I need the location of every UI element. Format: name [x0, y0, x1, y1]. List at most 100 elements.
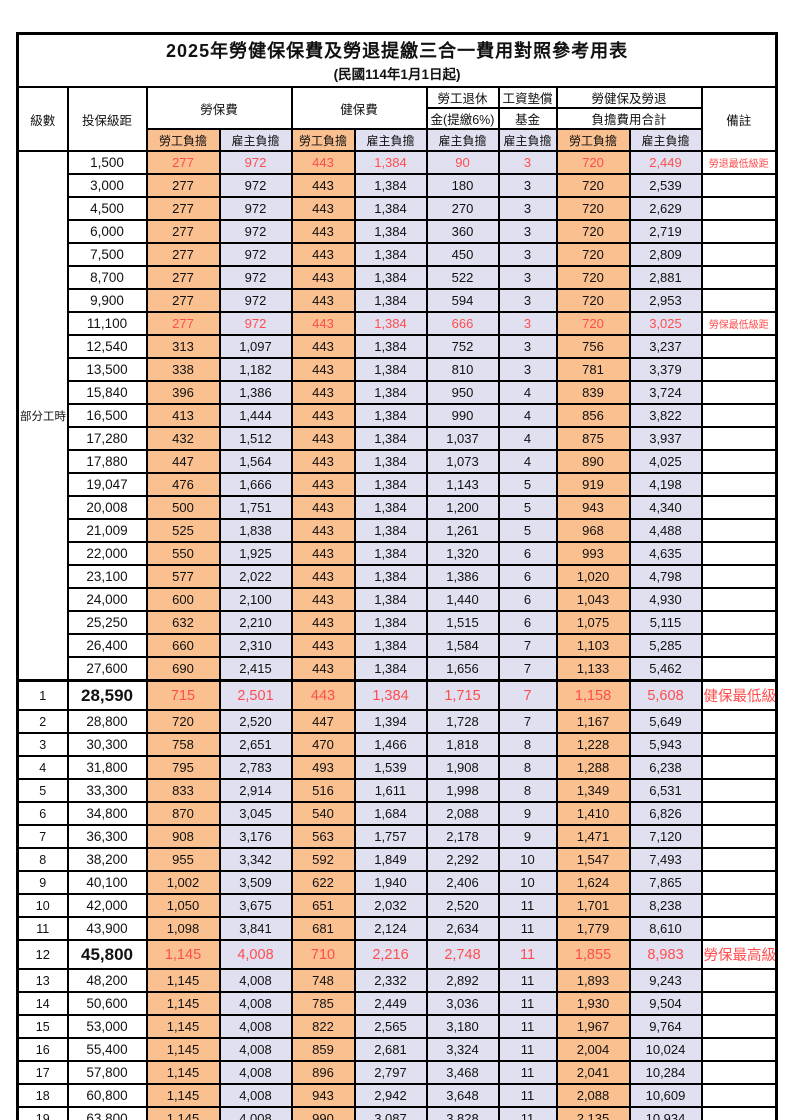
cell-labor-employee: 413 — [145, 403, 221, 428]
cell-health-employer: 2,681 — [353, 1037, 428, 1062]
cell-remark — [700, 1106, 778, 1120]
cell-pension-employer: 1,515 — [425, 610, 500, 635]
cell-remark — [700, 518, 778, 543]
cell-remark — [700, 610, 778, 635]
cell-labor-employee: 500 — [145, 495, 221, 520]
cell-remark — [700, 426, 778, 451]
cell-health-employee: 470 — [290, 732, 356, 757]
cell-total-employer: 5,608 — [628, 679, 703, 711]
cell-remark — [700, 968, 778, 993]
cell-total-employer: 2,953 — [628, 288, 703, 313]
cell-pension-employer: 3,468 — [425, 1060, 500, 1085]
cell-health-employer: 1,384 — [353, 495, 428, 520]
cell-salary-bracket: 42,000 — [66, 893, 148, 918]
table-row: 15 53,000 1,145 4,008 822 2,565 3,180 11 1,967 9,… — [16, 1014, 778, 1039]
cell-remark — [700, 334, 778, 359]
header-row-3: 勞工負擔 雇主負擔 勞工負擔 雇主負擔 雇主負擔 雇主負擔 勞工負擔 雇主負擔 — [18, 128, 777, 152]
cell-total-employer: 4,488 — [628, 518, 703, 543]
cell-wage-fund-employer: 11 — [497, 1060, 558, 1085]
cell-labor-employer: 3,045 — [218, 801, 293, 826]
cell-total-employee: 856 — [555, 403, 631, 428]
cell-health-employer: 1,384 — [353, 541, 428, 566]
cell-labor-employer: 4,008 — [218, 939, 293, 970]
table-row: 17,280 432 1,512 443 1,384 1,037 4 875 3,937 — [18, 426, 778, 451]
cell-total-employer: 2,539 — [628, 173, 703, 198]
cell-labor-employer: 1,751 — [218, 495, 293, 520]
cell-total-employer: 8,238 — [628, 893, 703, 918]
cell-health-employer: 1,384 — [353, 334, 428, 359]
cell-health-employee: 443 — [290, 311, 356, 336]
table-row: 18 60,800 1,145 4,008 943 2,942 3,648 11 2,088 10… — [16, 1083, 778, 1108]
cell-remark — [700, 656, 778, 682]
cell-health-employer: 1,394 — [353, 709, 428, 734]
cell-labor-employee: 1,145 — [145, 1037, 221, 1062]
cell-labor-employer: 1,666 — [218, 472, 293, 497]
cell-salary-bracket: 33,300 — [66, 778, 148, 803]
cell-health-employer: 1,384 — [353, 150, 428, 175]
cell-wage-fund-employer: 6 — [497, 610, 558, 635]
cell-health-employee: 896 — [290, 1060, 356, 1085]
cell-level: 1 — [16, 679, 69, 711]
subheader-labor-employer: 雇主負擔 — [218, 128, 293, 152]
cell-health-employee: 443 — [290, 196, 356, 221]
cell-pension-employer: 3,648 — [425, 1083, 500, 1108]
col-header-pension-line2: 金(提繳6%) — [425, 107, 500, 130]
cell-remark — [700, 1060, 778, 1085]
subheader-total-employee: 勞工負擔 — [555, 128, 631, 152]
cell-level: 11 — [16, 916, 69, 941]
cell-labor-employee: 600 — [145, 587, 221, 612]
table-row: 6 34,800 870 3,045 540 1,684 2,088 9 1,410 6,826 — [16, 801, 778, 826]
table-row: 4,500 277 972 443 1,384 270 3 720 2,629 — [18, 196, 778, 221]
cell-pension-employer: 1,998 — [425, 778, 500, 803]
cell-salary-bracket: 43,900 — [66, 916, 148, 941]
cell-salary-bracket: 38,200 — [66, 847, 148, 872]
table-row: 17,880 447 1,564 443 1,384 1,073 4 890 4,025 — [18, 449, 778, 474]
cell-remark: 勞保最高級距 — [700, 939, 778, 970]
cell-health-employer: 1,384 — [353, 449, 428, 474]
cell-total-employer: 7,120 — [628, 824, 703, 849]
cell-total-employer: 3,937 — [628, 426, 703, 451]
cell-pension-employer: 2,292 — [425, 847, 500, 872]
table-row: 13 48,200 1,145 4,008 748 2,332 2,892 11 1,893 9,… — [16, 968, 778, 993]
cell-labor-employer: 2,100 — [218, 587, 293, 612]
cell-labor-employee: 313 — [145, 334, 221, 359]
cell-health-employer: 1,384 — [353, 403, 428, 428]
cell-health-employer: 1,384 — [353, 518, 428, 543]
table-row: 23,100 577 2,022 443 1,384 1,386 6 1,020 4,798 — [18, 564, 778, 589]
cell-labor-employer: 4,008 — [218, 1060, 293, 1085]
cell-pension-employer: 2,520 — [425, 893, 500, 918]
cell-pension-employer: 1,656 — [425, 656, 500, 682]
cell-health-employer: 1,384 — [353, 173, 428, 198]
cell-remark — [700, 991, 778, 1016]
cell-total-employee: 1,167 — [555, 709, 631, 734]
table-row: 25,250 632 2,210 443 1,384 1,515 6 1,075 5,115 — [18, 610, 778, 635]
cell-labor-employer: 4,008 — [218, 1014, 293, 1039]
cell-salary-bracket: 36,300 — [66, 824, 148, 849]
cell-level: 4 — [16, 755, 69, 780]
subheader-health-employer: 雇主負擔 — [353, 128, 428, 152]
cell-health-employee: 443 — [290, 633, 356, 658]
fee-table-container: 2025年勞健保保費及勞退提繳三合一費用對照參考用表 (民國114年1月1日起)… — [16, 32, 779, 1120]
cell-salary-bracket: 13,500 — [66, 357, 148, 382]
cell-total-employee: 919 — [555, 472, 631, 497]
table-row: 16,500 413 1,444 443 1,384 990 4 856 3,822 — [18, 403, 778, 428]
cell-salary-bracket: 17,280 — [66, 426, 148, 451]
cell-health-employee: 681 — [290, 916, 356, 941]
cell-labor-employee: 1,098 — [145, 916, 221, 941]
subheader-health-employee: 勞工負擔 — [290, 128, 356, 152]
table-row: 13,500 338 1,182 443 1,384 810 3 781 3,379 — [18, 357, 778, 382]
cell-health-employer: 3,087 — [353, 1106, 428, 1120]
cell-labor-employee: 758 — [145, 732, 221, 757]
cell-wage-fund-employer: 10 — [497, 870, 558, 895]
cell-remark: 勞退最低級距 — [700, 150, 778, 175]
cell-total-employee: 720 — [555, 173, 631, 198]
cell-remark — [700, 1083, 778, 1108]
cell-pension-employer: 1,908 — [425, 755, 500, 780]
cell-total-employer: 2,449 — [628, 150, 703, 175]
table-row: 5 33,300 833 2,914 516 1,611 1,998 8 1,349 6,531 — [16, 778, 778, 803]
cell-labor-employee: 1,145 — [145, 1014, 221, 1039]
cell-wage-fund-employer: 3 — [497, 196, 558, 221]
table-row: 12,540 313 1,097 443 1,384 752 3 756 3,237 — [18, 334, 778, 359]
cell-pension-employer: 1,818 — [425, 732, 500, 757]
header-row-1: 級數 投保級距 勞保費 健保費 勞工退休 工資墊償 勞健保及勞退 備註 — [16, 86, 778, 152]
